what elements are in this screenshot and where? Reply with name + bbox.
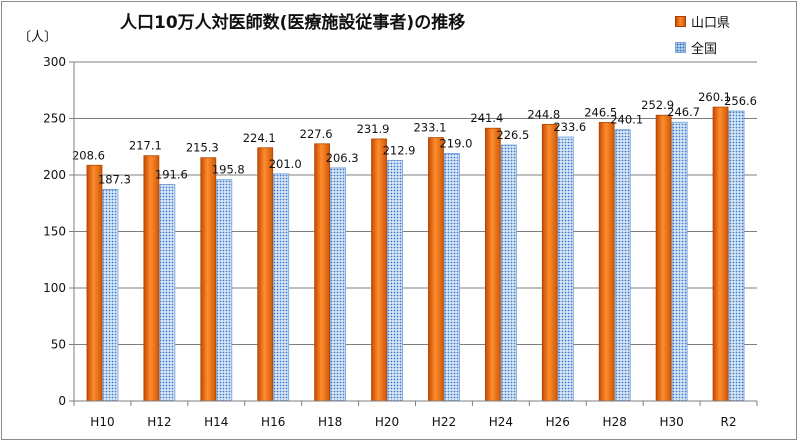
bar-yamaguchi <box>200 157 217 402</box>
data-label-yamaguchi: 227.6 <box>300 127 333 141</box>
legend-swatch-orange <box>675 15 686 27</box>
bar-yamaguchi <box>428 137 444 402</box>
y-tick-label: 250 <box>43 112 66 126</box>
y-axis-unit-label: 〔人〕 <box>18 30 58 45</box>
data-label-yamaguchi: 244.8 <box>527 107 560 121</box>
x-tick-label: H14 <box>204 415 228 429</box>
legend-item-national: 全国 <box>675 34 730 60</box>
data-label-national: 195.8 <box>212 163 245 177</box>
x-tick-label: R2 <box>721 415 737 429</box>
data-label-national: 226.5 <box>496 128 529 142</box>
bar-national <box>216 179 233 402</box>
x-tick-label: H28 <box>603 415 627 429</box>
bar-national <box>387 160 403 402</box>
bar-yamaguchi <box>143 155 160 402</box>
data-label-yamaguchi: 233.1 <box>413 121 446 135</box>
bar-yamaguchi <box>541 123 558 402</box>
data-label-national: 256.6 <box>724 94 757 108</box>
bar-yamaguchi <box>86 164 103 402</box>
legend-label-national: 全国 <box>691 41 718 57</box>
data-label-national: 212.9 <box>383 143 416 157</box>
bar-national <box>614 129 631 402</box>
legend-label-yamaguchi: 山口県 <box>691 15 731 31</box>
y-tick-label: 150 <box>43 225 66 239</box>
data-label-yamaguchi: 241.4 <box>470 111 503 125</box>
bar-yamaguchi <box>371 138 387 402</box>
y-tick-label: 300 <box>43 55 66 69</box>
data-label-national: 240.1 <box>610 113 643 127</box>
y-tick-label: 200 <box>43 168 66 182</box>
data-label-yamaguchi: 217.1 <box>129 139 162 153</box>
data-label-yamaguchi: 260.1 <box>698 90 731 104</box>
bar-national <box>330 167 347 402</box>
x-tick-label: H30 <box>659 415 683 429</box>
data-label-yamaguchi: 231.9 <box>357 122 390 136</box>
bar-yamaguchi <box>598 122 615 402</box>
bar-national <box>557 136 574 402</box>
bar-yamaguchi <box>712 106 729 402</box>
bar-national <box>159 184 176 402</box>
bar-yamaguchi <box>314 143 331 402</box>
data-label-national: 233.6 <box>553 120 586 134</box>
bar-yamaguchi <box>257 147 274 402</box>
data-label-yamaguchi: 224.1 <box>243 131 276 145</box>
y-tick-label: 0 <box>58 394 66 408</box>
bar-yamaguchi <box>484 127 501 402</box>
x-tick-label: H10 <box>90 415 114 429</box>
bar-yamaguchi <box>655 114 672 402</box>
bar-national <box>444 153 460 402</box>
x-tick-label: H12 <box>147 415 171 429</box>
data-label-national: 206.3 <box>326 151 359 165</box>
x-tick-label: H18 <box>318 415 342 429</box>
x-tick-label: H22 <box>432 415 456 429</box>
bar-national <box>500 144 517 402</box>
chart-legend: 山口県 全国 <box>675 8 730 60</box>
data-label-national: 201.0 <box>269 157 302 171</box>
legend-item-yamaguchi: 山口県 <box>675 8 730 34</box>
x-tick-label: H20 <box>375 415 399 429</box>
x-tick-label: H26 <box>546 415 570 429</box>
data-label-national: 191.6 <box>155 167 188 181</box>
data-label-yamaguchi: 252.9 <box>641 98 674 112</box>
data-label-yamaguchi: 246.5 <box>584 105 617 119</box>
data-label-national: 219.0 <box>439 137 472 151</box>
chart-title: 人口10万人対医師数(医療施設従事者)の推移 <box>120 13 466 33</box>
bar-national <box>102 188 119 402</box>
data-label-yamaguchi: 215.3 <box>186 141 219 155</box>
x-tick-label: H24 <box>489 415 513 429</box>
bar-national <box>671 121 688 402</box>
data-label-yamaguchi: 208.6 <box>72 148 105 162</box>
bar-national <box>273 173 290 402</box>
data-label-national: 187.3 <box>98 172 131 186</box>
y-tick-label: 100 <box>43 281 66 295</box>
bar-national <box>728 110 745 402</box>
x-tick-label: H16 <box>261 415 285 429</box>
data-label-national: 246.7 <box>667 105 700 119</box>
legend-swatch-blue <box>675 41 686 53</box>
y-tick-label: 50 <box>51 338 66 352</box>
